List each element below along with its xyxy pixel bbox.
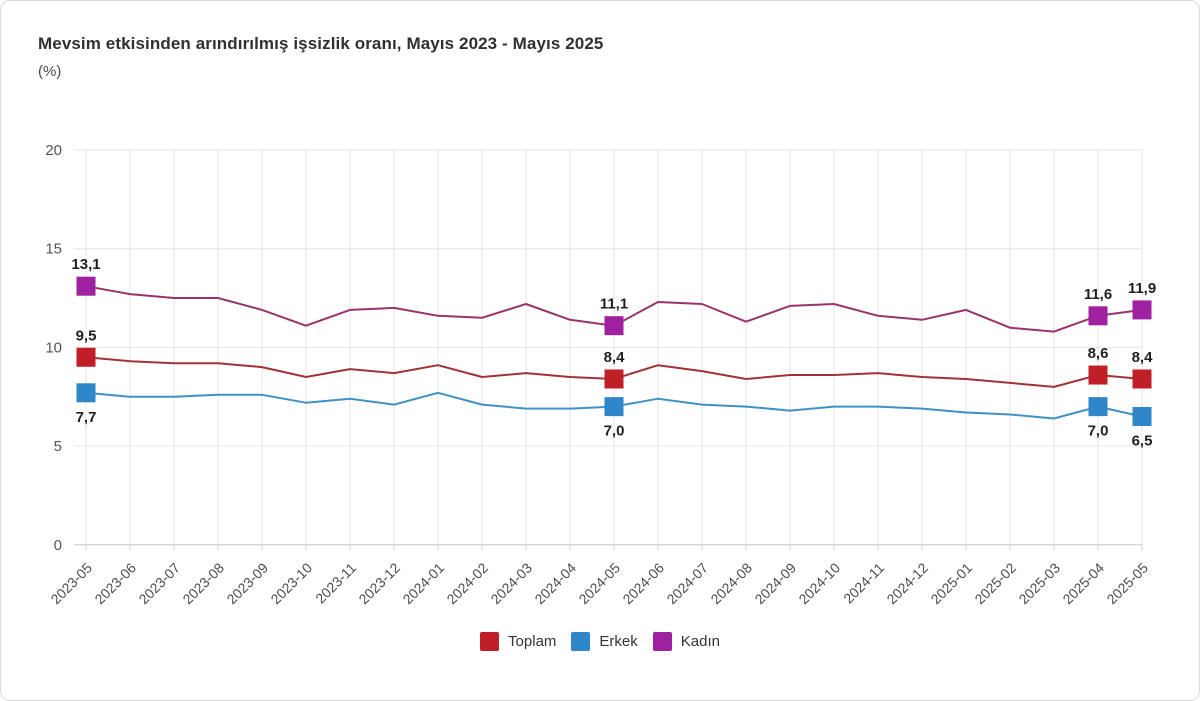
- data-label-erkek-2023-05: 7,7: [76, 409, 97, 426]
- data-label-toplam-2024-05: 8,4: [604, 349, 626, 366]
- y-axis-label: 15: [45, 241, 62, 258]
- x-axis-label: 2023-05: [47, 559, 95, 607]
- y-axis-label: 10: [45, 339, 62, 356]
- x-axis-label: 2023-08: [179, 559, 227, 607]
- x-axis-label: 2023-09: [223, 559, 271, 607]
- x-axis-label: 2024-10: [795, 559, 843, 607]
- data-label-kadin-2023-05: 13,1: [71, 256, 100, 273]
- marker-erkek-2025-04[interactable]: [1088, 397, 1108, 417]
- x-axis-label: 2025-01: [927, 559, 975, 607]
- data-label-erkek-2025-04: 7,0: [1088, 423, 1109, 440]
- legend-item-toplam[interactable]: Toplam: [480, 632, 556, 651]
- x-axis-label: 2024-04: [531, 559, 579, 607]
- x-axis-label: 2024-06: [619, 559, 667, 607]
- x-axis-label: 2023-06: [91, 559, 139, 607]
- legend-label-kadin: Kadın: [680, 633, 720, 650]
- marker-erkek-2024-05[interactable]: [604, 397, 624, 417]
- legend-item-erkek[interactable]: Erkek: [571, 632, 638, 651]
- x-axis-label: 2024-11: [840, 559, 887, 606]
- unemployment-line-chart: 051015202023-052023-062023-072023-082023…: [45, 142, 1156, 607]
- legend-swatch-kadin: [652, 632, 672, 651]
- marker-toplam-2025-04[interactable]: [1088, 365, 1108, 385]
- x-axis-label: 2024-07: [663, 559, 711, 607]
- marker-kadin-2025-04[interactable]: [1088, 306, 1108, 326]
- x-axis-label: 2025-04: [1059, 559, 1107, 607]
- data-label-toplam-2023-05: 9,5: [76, 327, 97, 344]
- y-axis-label: 0: [54, 537, 62, 554]
- marker-toplam-2024-05[interactable]: [604, 369, 624, 389]
- chart-legend: Toplam Erkek Kadın: [1, 632, 1199, 651]
- x-axis-label: 2025-05: [1103, 559, 1151, 607]
- data-label-erkek-2025-05: 6,5: [1132, 432, 1153, 449]
- y-axis-label: 5: [54, 438, 62, 455]
- y-axis-label: 20: [45, 142, 62, 159]
- marker-kadin-2025-05[interactable]: [1132, 300, 1152, 320]
- data-label-toplam-2025-05: 8,4: [1132, 349, 1154, 366]
- marker-kadin-2023-05[interactable]: [76, 276, 96, 296]
- x-axis-label: 2024-09: [751, 559, 799, 607]
- data-label-kadin-2024-05: 11,1: [600, 296, 628, 313]
- marker-toplam-2023-05[interactable]: [76, 347, 96, 367]
- legend-swatch-erkek: [571, 632, 591, 651]
- x-axis-label: 2024-02: [443, 559, 491, 607]
- chart-title: Mevsim etkisinden arındırılmış işsizlik …: [38, 34, 604, 53]
- legend-item-kadin[interactable]: Kadın: [652, 632, 720, 651]
- marker-kadin-2024-05[interactable]: [604, 316, 624, 336]
- unit-label: (%): [38, 63, 62, 80]
- x-axis-label: 2024-03: [487, 559, 535, 607]
- marker-erkek-2025-05[interactable]: [1132, 406, 1152, 426]
- x-axis-label: 2023-07: [135, 559, 183, 607]
- legend-swatch-toplam: [480, 632, 500, 651]
- x-axis-label: 2024-08: [707, 559, 755, 607]
- legend-label-erkek: Erkek: [599, 633, 638, 650]
- x-axis-label: 2023-12: [355, 559, 403, 607]
- marker-toplam-2025-05[interactable]: [1132, 369, 1152, 389]
- x-axis-label: 2024-01: [399, 559, 447, 607]
- data-label-kadin-2025-05: 11,9: [1128, 280, 1156, 297]
- x-axis-label: 2023-10: [267, 559, 315, 607]
- x-axis-label: 2025-03: [1015, 559, 1063, 607]
- x-axis-label: 2024-12: [883, 559, 931, 607]
- x-axis-label: 2024-05: [575, 559, 623, 607]
- data-label-kadin-2025-04: 11,6: [1084, 286, 1112, 303]
- data-label-erkek-2024-05: 7,0: [604, 423, 625, 440]
- x-axis-label: 2023-11: [312, 559, 359, 606]
- data-label-toplam-2025-04: 8,6: [1088, 345, 1109, 362]
- x-axis-label: 2025-02: [971, 559, 1019, 607]
- legend-label-toplam: Toplam: [508, 633, 557, 650]
- marker-erkek-2023-05[interactable]: [76, 383, 96, 403]
